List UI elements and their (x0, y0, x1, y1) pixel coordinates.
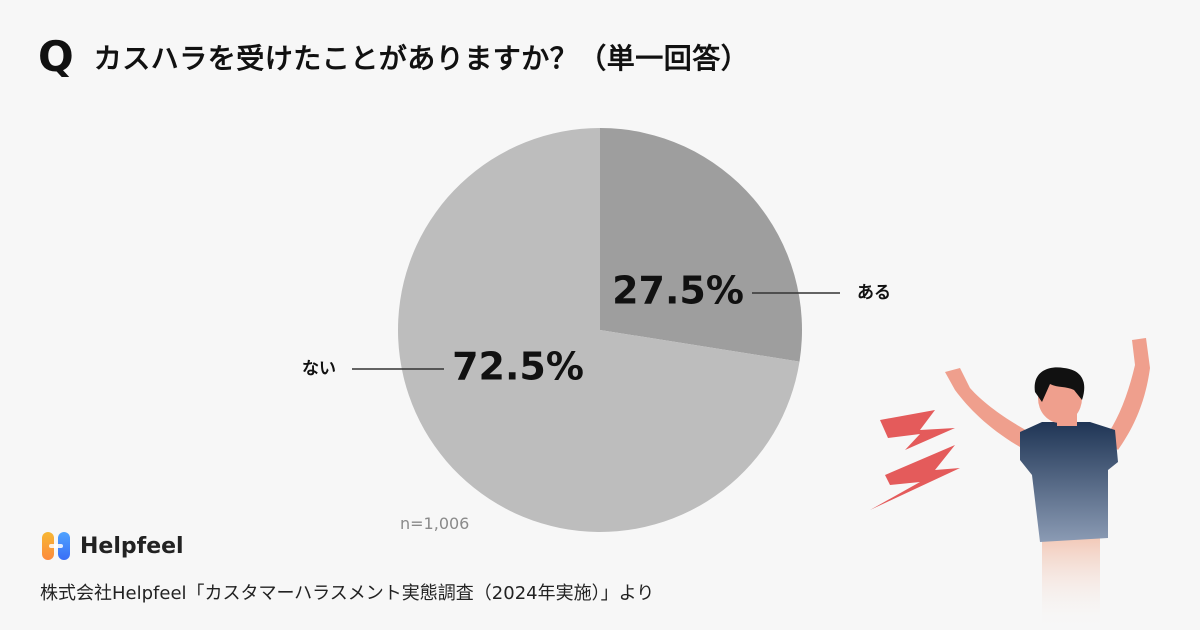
chart-title: カスハラを受けたことがありますか？（単一回答） (93, 42, 750, 75)
pie-slice-nai (398, 128, 800, 532)
brand-name: Helpfeel (80, 533, 184, 559)
lightning-icon (880, 410, 955, 450)
lightning-icon (870, 445, 960, 510)
brand: Helpfeel (40, 530, 184, 562)
slice-percent-label: 27.5% (612, 269, 744, 313)
slice-percent-label: 72.5% (452, 345, 584, 389)
slice-category-label: ある (857, 283, 891, 303)
question-header: Q カスハラを受けたことがありますか？（単一回答） (38, 36, 749, 78)
helpfeel-logo-icon (42, 532, 70, 560)
stressed-person-illustration (870, 338, 1150, 630)
pie-slice-aru (600, 128, 803, 362)
question-mark: Q (38, 32, 74, 81)
source-credit: 株式会社Helpfeel「カスタマーハラスメント実態調査（2024年実施）」より (40, 583, 655, 604)
slice-category-label: ない (302, 359, 336, 379)
sample-size-note: n=1,006 (400, 514, 470, 533)
